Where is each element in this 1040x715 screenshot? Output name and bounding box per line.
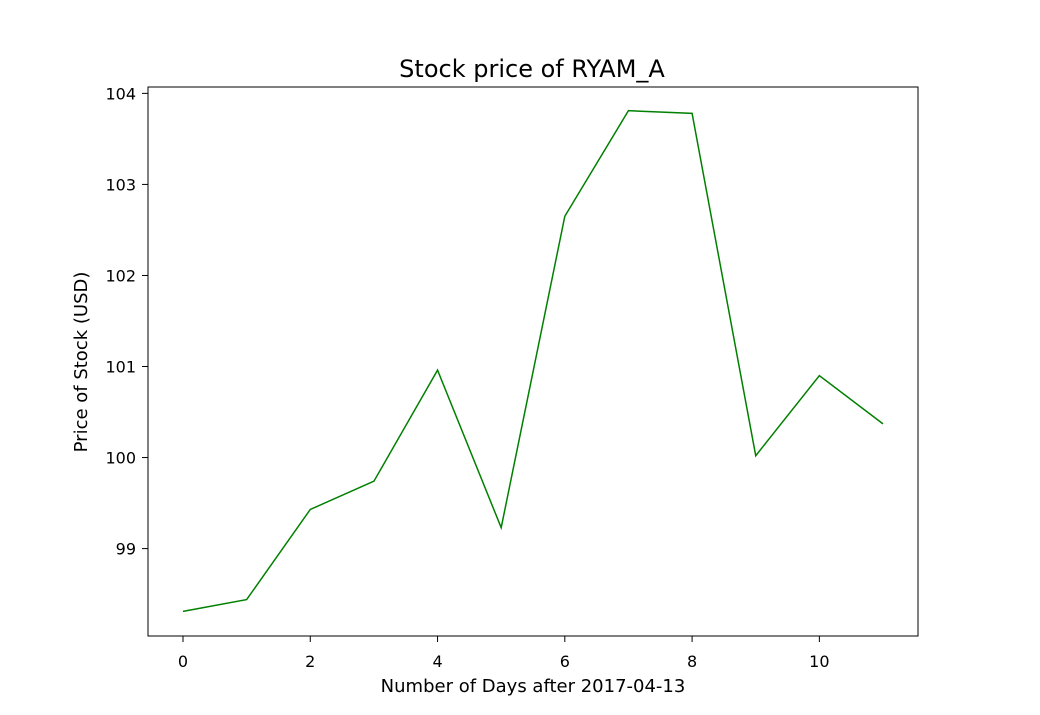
- y-tick-label: 100: [105, 449, 136, 468]
- x-tick-label: 2: [305, 652, 315, 671]
- y-tick-label: 99: [116, 540, 136, 559]
- series-line: [182, 109, 884, 613]
- x-tick-label: 0: [178, 652, 188, 671]
- y-tick-label: 101: [105, 358, 136, 377]
- x-tick-label: 10: [809, 652, 829, 671]
- plot-area-frame: [147, 86, 919, 637]
- chart-title: Stock price of RYAM_A: [399, 55, 665, 83]
- y-axis: 99 100 101 102 103 104: [105, 84, 148, 559]
- y-axis-label: Price of Stock (USD): [71, 272, 92, 453]
- x-axis-label: Number of Days after 2017-04-13: [381, 676, 686, 697]
- x-tick-label: 4: [432, 652, 442, 671]
- y-tick-label: 104: [105, 84, 136, 103]
- series-layer: [182, 109, 884, 613]
- x-tick-label: 6: [560, 652, 570, 671]
- y-tick-label: 103: [105, 175, 136, 194]
- y-tick-label: 102: [105, 266, 136, 285]
- x-axis: 0 2 4 6 8 10: [178, 636, 830, 671]
- x-tick-label: 8: [687, 652, 697, 671]
